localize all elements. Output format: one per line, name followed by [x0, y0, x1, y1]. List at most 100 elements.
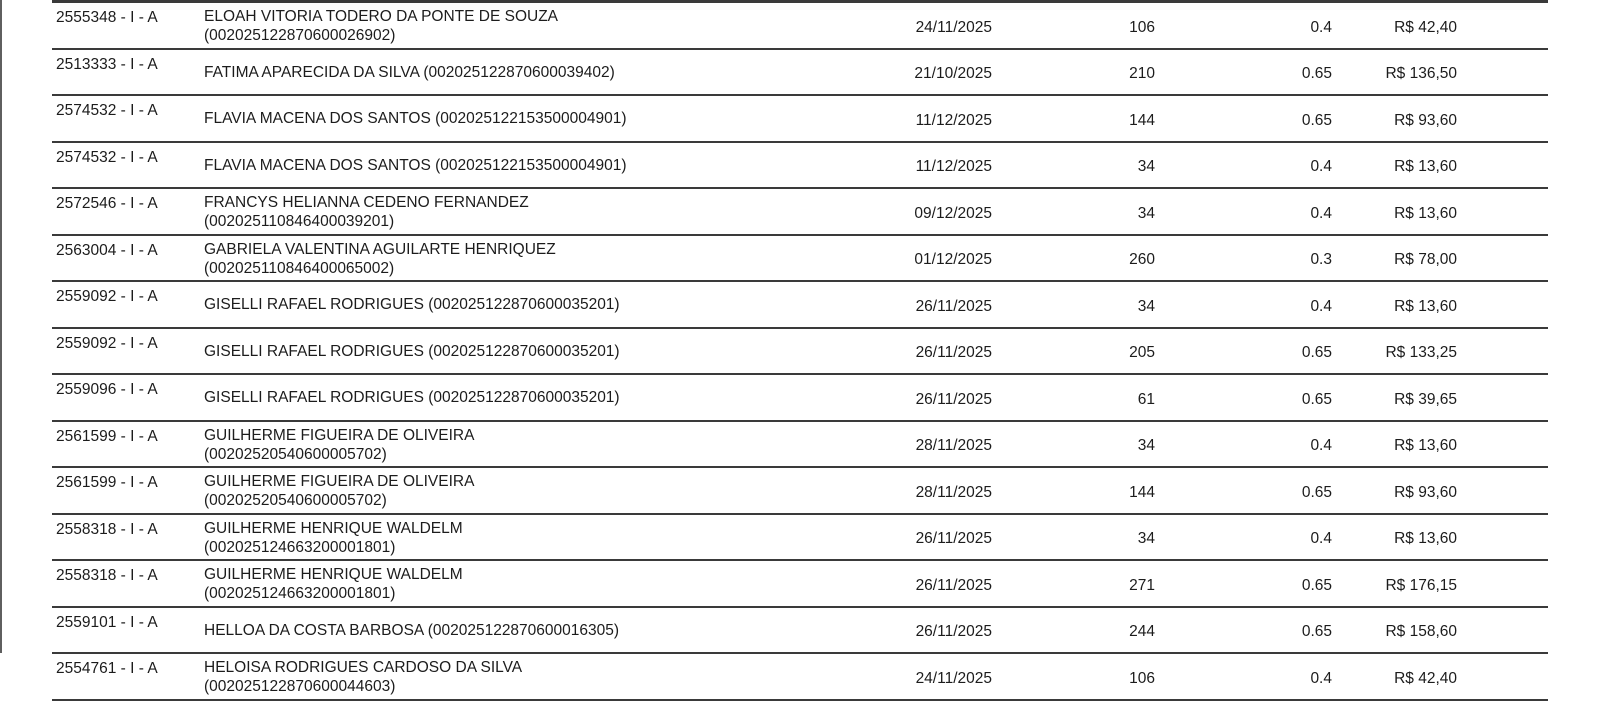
- table-row: 2555348 - I - A ELOAH VITORIA TODERO DA …: [52, 3, 1548, 50]
- cell-person-name: GUILHERME FIGUEIRA DE OLIVEIRA (00202520…: [204, 468, 854, 513]
- person-code-text: (002025110846400065002): [204, 259, 395, 277]
- cell-person-name: FLAVIA MACENA DOS SANTOS (00202512215350…: [204, 143, 854, 188]
- cell-record-id: 2574532 - I - A: [56, 148, 158, 166]
- cell-person-name: HELOISA RODRIGUES CARDOSO DA SILVA (0020…: [204, 654, 854, 699]
- cell-date: 21/10/2025: [914, 65, 992, 83]
- table-row: 2559092 - I - A GISELLI RAFAEL RODRIGUES…: [52, 282, 1548, 329]
- cell-date: 26/11/2025: [915, 344, 992, 362]
- cell-record-id: 2574532 - I - A: [56, 102, 158, 119]
- table-row: 2563004 - I - A GABRIELA VALENTINA AGUIL…: [52, 236, 1548, 282]
- cell-quantity: 34: [1137, 297, 1155, 315]
- cell-value: R$ 93,60: [1394, 111, 1457, 129]
- cell-rate: 0.3: [1310, 251, 1332, 269]
- cell-rate: 0.4: [1310, 18, 1332, 36]
- cell-person-name: FATIMA APARECIDA DA SILVA (0020251228706…: [204, 50, 854, 95]
- cell-record-id: 2559101 - I - A: [56, 613, 158, 631]
- table-row: 2559092 - I - A GISELLI RAFAEL RODRIGUES…: [52, 329, 1548, 375]
- cell-date: 26/11/2025: [915, 390, 992, 408]
- cell-quantity: 210: [1129, 65, 1155, 83]
- cell-quantity: 144: [1129, 111, 1155, 129]
- cell-rate: 0.4: [1310, 158, 1332, 176]
- table-row: 2554761 - I - A HELOISA RODRIGUES CARDOS…: [52, 654, 1548, 701]
- cell-quantity: 34: [1137, 437, 1155, 455]
- cell-record-id: 2558318 - I - A: [56, 567, 158, 584]
- cell-record-id: 2559092 - I - A: [56, 334, 158, 352]
- cell-record-id: 2572546 - I - A: [56, 195, 158, 212]
- table-row: 2572546 - I - A FRANCYS HELIANNA CEDENO …: [52, 189, 1548, 236]
- cell-rate: 0.65: [1301, 390, 1332, 408]
- person-name-text: FLAVIA MACENA DOS SANTOS (00202512215350…: [204, 110, 627, 128]
- table-row: 2558318 - I - A GUILHERME HENRIQUE WALDE…: [52, 561, 1548, 608]
- cell-person-name: GISELLI RAFAEL RODRIGUES (00202512287060…: [204, 329, 854, 374]
- cell-date: 26/11/2025: [915, 530, 992, 548]
- cell-person-name: GISELLI RAFAEL RODRIGUES (00202512287060…: [204, 375, 854, 420]
- cell-value: R$ 42,40: [1394, 669, 1457, 687]
- cell-value: R$ 158,60: [1385, 623, 1457, 641]
- cell-rate: 0.4: [1310, 297, 1332, 315]
- cell-date: 24/11/2025: [915, 18, 992, 36]
- cell-person-name: GUILHERME HENRIQUE WALDELM (002025124663…: [204, 561, 854, 606]
- cell-rate: 0.65: [1301, 65, 1332, 83]
- cell-value: R$ 13,60: [1394, 204, 1457, 222]
- cell-value: R$ 13,60: [1394, 437, 1457, 455]
- cell-person-name: FRANCYS HELIANNA CEDENO FERNANDEZ (00202…: [204, 189, 854, 234]
- cell-quantity: 205: [1129, 344, 1155, 362]
- cell-quantity: 144: [1129, 483, 1155, 501]
- cell-quantity: 106: [1129, 669, 1155, 687]
- cell-person-name: FLAVIA MACENA DOS SANTOS (00202512215350…: [204, 96, 854, 141]
- billing-table: 2555348 - I - A ELOAH VITORIA TODERO DA …: [52, 0, 1548, 701]
- cell-date: 01/12/2025: [914, 251, 992, 269]
- cell-record-id: 2563004 - I - A: [56, 241, 158, 259]
- cell-value: R$ 133,25: [1385, 344, 1457, 362]
- person-name-text: GUILHERME HENRIQUE WALDELM: [204, 519, 463, 537]
- person-code-text: (00202520540600005702): [204, 492, 387, 509]
- table-row: 2558318 - I - A GUILHERME HENRIQUE WALDE…: [52, 515, 1548, 561]
- cell-date: 26/11/2025: [915, 623, 992, 641]
- cell-rate: 0.4: [1310, 437, 1332, 455]
- cell-rate: 0.65: [1301, 623, 1332, 641]
- cell-record-id: 2558318 - I - A: [56, 520, 158, 538]
- cell-rate: 0.4: [1310, 530, 1332, 548]
- person-code-text: (00202520540600005702): [204, 445, 387, 463]
- person-code-text: (002025122870600044603): [204, 678, 396, 695]
- cell-rate: 0.65: [1301, 344, 1332, 362]
- cell-quantity: 34: [1137, 204, 1155, 222]
- cell-date: 11/12/2025: [915, 158, 992, 176]
- cell-rate: 0.65: [1301, 576, 1332, 594]
- person-code-text: (002025110846400039201): [204, 213, 395, 230]
- cell-date: 24/11/2025: [915, 669, 992, 687]
- person-name-text: GABRIELA VALENTINA AGUILARTE HENRIQUEZ: [204, 240, 556, 258]
- cell-quantity: 34: [1137, 530, 1155, 548]
- table-row: 2574532 - I - A FLAVIA MACENA DOS SANTOS…: [52, 143, 1548, 189]
- cell-value: R$ 176,15: [1385, 576, 1457, 594]
- person-name-text: GISELLI RAFAEL RODRIGUES (00202512287060…: [204, 389, 620, 407]
- cell-person-name: ELOAH VITORIA TODERO DA PONTE DE SOUZA (…: [204, 3, 854, 48]
- cell-quantity: 244: [1129, 623, 1155, 641]
- page-edge-artifact: [0, 0, 2, 653]
- cell-value: R$ 42,40: [1394, 18, 1457, 36]
- cell-record-id: 2559092 - I - A: [56, 288, 158, 305]
- person-name-text: GUILHERME FIGUEIRA DE OLIVEIRA: [204, 426, 475, 444]
- person-name-text: ELOAH VITORIA TODERO DA PONTE DE SOUZA: [204, 8, 559, 25]
- person-code-text: (002025122870600026902): [204, 27, 396, 44]
- cell-rate: 0.4: [1310, 669, 1332, 687]
- person-name-text: GISELLI RAFAEL RODRIGUES (00202512287060…: [204, 342, 620, 360]
- cell-value: R$ 78,00: [1394, 251, 1457, 269]
- cell-quantity: 106: [1129, 18, 1155, 36]
- cell-value: R$ 13,60: [1394, 297, 1457, 315]
- person-name-text: FLAVIA MACENA DOS SANTOS (00202512215350…: [204, 156, 627, 174]
- cell-value: R$ 13,60: [1394, 158, 1457, 176]
- person-name-text: GUILHERME FIGUEIRA DE OLIVEIRA: [204, 473, 475, 490]
- person-name-text: GUILHERME HENRIQUE WALDELM: [204, 566, 463, 583]
- cell-quantity: 271: [1129, 576, 1155, 594]
- cell-record-id: 2513333 - I - A: [56, 55, 158, 73]
- table-row: 2561599 - I - A GUILHERME FIGUEIRA DE OL…: [52, 422, 1548, 468]
- cell-quantity: 34: [1137, 158, 1155, 176]
- table-row: 2559096 - I - A GISELLI RAFAEL RODRIGUES…: [52, 375, 1548, 422]
- cell-record-id: 2555348 - I - A: [56, 9, 158, 26]
- person-code-text: (002025124663200001801): [204, 585, 396, 602]
- cell-value: R$ 39,65: [1394, 390, 1457, 408]
- cell-date: 26/11/2025: [915, 576, 992, 594]
- cell-record-id: 2554761 - I - A: [56, 660, 158, 677]
